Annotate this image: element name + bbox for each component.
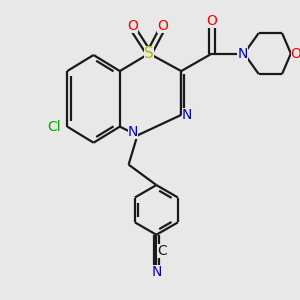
Text: O: O: [291, 46, 300, 61]
Text: Cl: Cl: [47, 120, 61, 134]
Text: N: N: [128, 125, 138, 140]
Text: N: N: [182, 108, 192, 122]
Text: O: O: [157, 19, 168, 33]
Text: C: C: [157, 244, 166, 258]
Text: O: O: [206, 14, 218, 28]
Text: S: S: [144, 46, 154, 61]
Text: O: O: [128, 19, 138, 33]
Text: N: N: [237, 46, 248, 61]
Text: N: N: [151, 265, 162, 279]
